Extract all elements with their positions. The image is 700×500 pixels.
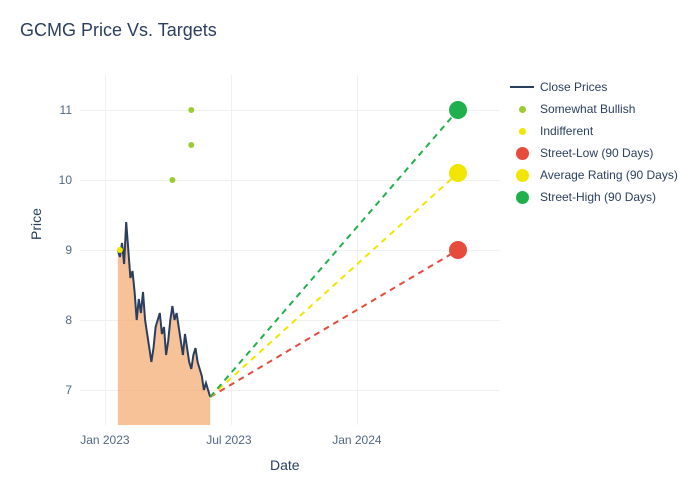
y-tick-label: 11 <box>60 103 72 117</box>
target-line-average_rating <box>210 173 458 397</box>
somewhat-bullish-point <box>169 177 175 183</box>
legend-item[interactable]: Indifferent <box>510 122 678 140</box>
somewhat-bullish-point <box>188 142 194 148</box>
somewhat-bullish-point <box>188 107 194 113</box>
legend-label: Street-Low (90 Days) <box>540 146 653 160</box>
target-marker-street_low <box>449 241 467 259</box>
legend-item[interactable]: Street-Low (90 Days) <box>510 144 678 162</box>
chart-svg <box>80 75 500 425</box>
y-tick-label: 7 <box>65 383 72 397</box>
close-prices-area <box>118 222 210 425</box>
y-tick-label: 10 <box>59 173 72 187</box>
legend-item[interactable]: Street-High (90 Days) <box>510 188 678 206</box>
x-tick-label: Jan 2023 <box>80 433 129 447</box>
x-tick-label: Jul 2023 <box>206 433 251 447</box>
legend-dot-icon <box>516 147 529 160</box>
legend-label: Street-High (90 Days) <box>540 190 656 204</box>
indifferent-point <box>117 247 123 253</box>
target-line-street_low <box>210 250 458 397</box>
legend-label: Somewhat Bullish <box>540 102 635 116</box>
legend-dot-icon <box>519 128 526 135</box>
target-marker-average_rating <box>449 164 467 182</box>
y-tick-label: 8 <box>65 313 72 327</box>
y-tick-label: 9 <box>65 243 72 257</box>
legend: Close Prices Somewhat Bullish Indifferent S… <box>510 78 678 210</box>
x-axis-label: Date <box>270 457 300 473</box>
legend-item[interactable]: Close Prices <box>510 78 678 96</box>
legend-dot-icon <box>519 106 526 113</box>
x-tick-label: Jan 2024 <box>332 433 381 447</box>
legend-line-icon <box>510 86 534 88</box>
legend-item[interactable]: Somewhat Bullish <box>510 100 678 118</box>
chart-title: GCMG Price Vs. Targets <box>20 20 217 41</box>
legend-label: Close Prices <box>540 80 607 94</box>
y-axis-label: Price <box>28 208 44 240</box>
legend-dot-icon <box>516 169 529 182</box>
legend-item[interactable]: Average Rating (90 Days) <box>510 166 678 184</box>
target-marker-street_high <box>449 101 467 119</box>
target-line-street_high <box>210 110 458 397</box>
legend-label: Average Rating (90 Days) <box>540 168 678 182</box>
plot-area <box>80 75 500 425</box>
legend-dot-icon <box>516 191 529 204</box>
legend-label: Indifferent <box>540 124 593 138</box>
